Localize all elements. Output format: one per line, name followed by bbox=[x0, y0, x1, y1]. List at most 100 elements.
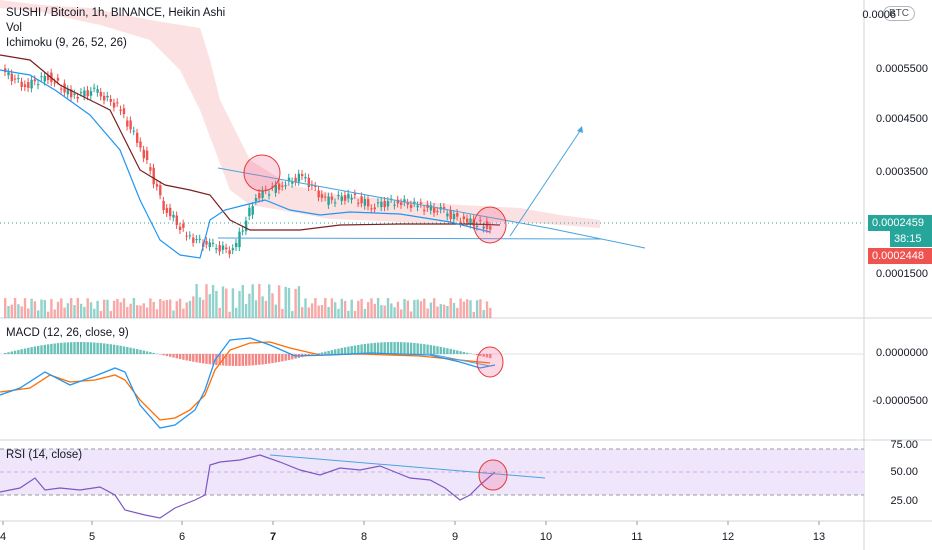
price-axis-label: 0.0004500 bbox=[876, 113, 928, 125]
candle bbox=[132, 130, 136, 132]
rsi-axis-label: 25.00 bbox=[890, 495, 918, 507]
candle bbox=[165, 208, 169, 213]
candle bbox=[261, 190, 264, 198]
volume-bar bbox=[383, 305, 386, 318]
macd-bar bbox=[380, 342, 383, 354]
trendline-extension[interactable] bbox=[547, 227, 646, 249]
volume-bar bbox=[136, 305, 139, 318]
volume-bar bbox=[343, 300, 347, 318]
last-price-tag: 0.0002459 bbox=[868, 215, 932, 231]
volume-bar bbox=[76, 298, 79, 318]
candle bbox=[291, 181, 294, 184]
macd-bar bbox=[268, 354, 271, 364]
candle bbox=[297, 173, 301, 182]
macd-legend[interactable]: MACD (12, 26, close, 9) bbox=[6, 327, 129, 339]
highlight-circle-macd[interactable] bbox=[476, 346, 504, 378]
volume-bar bbox=[73, 305, 76, 318]
volume-bar bbox=[46, 311, 50, 318]
volume-bar bbox=[462, 301, 466, 318]
macd-bar bbox=[129, 347, 132, 354]
macd-bar bbox=[251, 354, 254, 366]
projection-arrow[interactable] bbox=[509, 127, 583, 237]
macd-bar bbox=[70, 342, 73, 354]
time-axis-label: 8 bbox=[360, 531, 368, 543]
volume-bar bbox=[442, 304, 446, 318]
candle bbox=[185, 235, 188, 237]
volume-bar bbox=[400, 309, 403, 318]
volume-bar bbox=[225, 288, 228, 318]
macd-bar bbox=[337, 348, 340, 354]
macd-bar bbox=[423, 344, 426, 354]
highlight-circle-rsi[interactable] bbox=[478, 459, 508, 491]
symbol-legend[interactable]: SUSHI / Bitcoin, 1h, BINANCE, Heikin Ash… bbox=[6, 6, 225, 51]
candle bbox=[423, 209, 426, 212]
volume-bar bbox=[185, 302, 188, 318]
volume-bar bbox=[489, 307, 492, 318]
macd-bar bbox=[277, 354, 281, 362]
candle bbox=[145, 150, 149, 161]
volume-bar bbox=[297, 286, 301, 318]
volume-bar bbox=[307, 307, 310, 318]
symbol-title[interactable]: SUSHI / Bitcoin, 1h, BINANCE, Heikin Ash… bbox=[6, 7, 226, 19]
candle bbox=[169, 207, 172, 217]
rsi-trendline[interactable] bbox=[269, 454, 546, 479]
macd-bar bbox=[60, 342, 63, 354]
candle bbox=[357, 202, 360, 204]
macd-line bbox=[0, 337, 496, 429]
trendline-support[interactable] bbox=[217, 237, 603, 240]
volume-legend[interactable]: Vol bbox=[6, 22, 22, 34]
candle bbox=[436, 210, 439, 212]
volume-bar bbox=[27, 308, 30, 318]
volume-bar bbox=[429, 302, 433, 318]
volume-bar bbox=[304, 298, 307, 318]
volume-bar bbox=[235, 307, 238, 318]
candle bbox=[139, 141, 142, 148]
macd-divergence-line[interactable] bbox=[429, 353, 491, 367]
candle bbox=[343, 195, 347, 201]
candle bbox=[89, 91, 93, 96]
volume-bar bbox=[459, 298, 462, 318]
macd-bar bbox=[287, 354, 291, 361]
candle bbox=[469, 218, 472, 225]
volume-bar bbox=[482, 310, 485, 318]
candle bbox=[23, 84, 27, 88]
candle bbox=[301, 174, 304, 177]
candle bbox=[106, 95, 109, 98]
highlight-circle-breakout[interactable] bbox=[473, 206, 507, 244]
candle bbox=[284, 185, 287, 187]
candle bbox=[70, 89, 73, 98]
volume-bar bbox=[63, 307, 66, 318]
candle bbox=[46, 75, 50, 80]
time-axis-label: 7 bbox=[269, 531, 277, 543]
volume-bar bbox=[466, 299, 469, 318]
candle bbox=[103, 95, 106, 101]
macd-bar bbox=[165, 354, 169, 357]
trendline-upper[interactable] bbox=[217, 167, 549, 229]
macd-bar bbox=[106, 343, 109, 354]
currency-badge[interactable]: BTC bbox=[883, 6, 915, 21]
candle bbox=[60, 88, 63, 90]
candle bbox=[155, 184, 159, 187]
candle bbox=[221, 245, 225, 250]
candle bbox=[320, 194, 324, 198]
rsi-legend[interactable]: RSI (14, close) bbox=[6, 449, 83, 461]
macd-bar bbox=[198, 354, 202, 363]
macd-bar bbox=[409, 342, 413, 354]
macd-bar bbox=[367, 343, 370, 354]
candlesticks[interactable] bbox=[4, 64, 492, 259]
candle bbox=[10, 73, 13, 82]
candle bbox=[192, 237, 195, 243]
highlight-circle-top[interactable] bbox=[243, 154, 281, 192]
volume-bar bbox=[380, 305, 383, 318]
candle bbox=[4, 68, 7, 73]
time-axis-label: 12 bbox=[721, 531, 735, 543]
macd-bar bbox=[37, 345, 40, 354]
macd-bar bbox=[46, 344, 50, 354]
candle bbox=[159, 185, 162, 196]
price-axis-label: 0.0003500 bbox=[876, 166, 928, 178]
candle bbox=[373, 207, 376, 210]
macd-bar bbox=[211, 354, 215, 365]
candle bbox=[324, 196, 327, 198]
ichimoku-legend[interactable]: Ichimoku (9, 26, 52, 26) bbox=[6, 37, 127, 49]
